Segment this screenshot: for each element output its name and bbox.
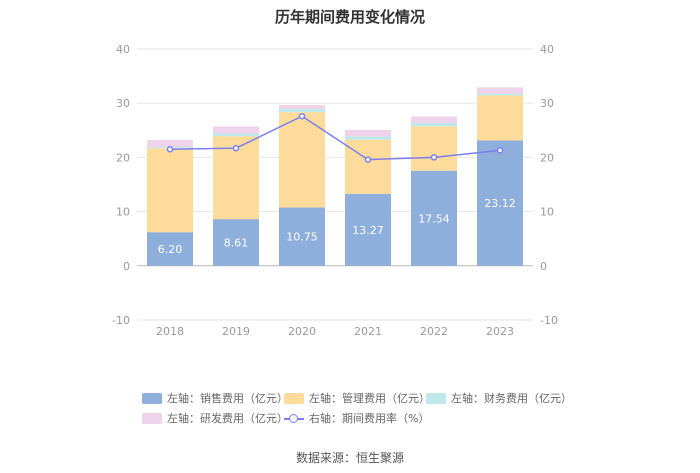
y-left-tick-label: 30 xyxy=(116,97,130,110)
bar-segment-2 xyxy=(477,93,523,96)
bar-segment-0 xyxy=(477,140,523,266)
x-tick-label: 2019 xyxy=(222,325,250,338)
bar-data-label: 23.12 xyxy=(484,197,516,210)
bar-segment-0 xyxy=(279,207,325,266)
legend-item-rnd[interactable]: 左轴：研发费用（亿元） xyxy=(142,410,288,426)
legend-label-finance: 左轴：财务费用（亿元） xyxy=(451,392,572,405)
bar-segment-2 xyxy=(213,133,259,137)
y-right-tick-label: 10 xyxy=(540,206,554,219)
bar-segment-1 xyxy=(411,126,457,171)
y-right-tick-label: 20 xyxy=(540,151,554,164)
bar-segment-3 xyxy=(279,105,325,109)
bar-segment-3 xyxy=(213,126,259,134)
legend-swatch-rnd xyxy=(142,412,162,424)
legend-swatch-admin xyxy=(284,392,304,404)
bar-segment-3 xyxy=(477,87,523,94)
bar-segment-2 xyxy=(411,123,457,127)
expense-ratio-point xyxy=(430,154,438,161)
data-source: 数据来源：恒生聚源 xyxy=(295,451,404,465)
y-right-tick-label: 0 xyxy=(540,260,547,273)
bar-segment-0 xyxy=(345,193,391,266)
expense-ratio-point xyxy=(364,156,372,163)
bar-data-label: 13.27 xyxy=(352,224,384,237)
legend-item-admin[interactable]: 左轴：管理费用（亿元） xyxy=(284,390,430,406)
legend-label-rnd: 左轴：研发费用（亿元） xyxy=(167,412,288,425)
y-left-tick-label: 0 xyxy=(123,260,130,273)
expense-ratio-point xyxy=(298,112,306,120)
x-tick-label: 2023 xyxy=(486,325,514,338)
x-tick-label: 2021 xyxy=(354,325,382,338)
x-tick-label: 2018 xyxy=(156,325,184,338)
legend-label-sales: 左轴：销售费用（亿元） xyxy=(167,392,288,405)
y-left-tick-label: -10 xyxy=(112,314,130,327)
bar-data-label: 8.61 xyxy=(224,236,249,249)
bar-data-label: 6.20 xyxy=(158,243,183,256)
bar-segment-1 xyxy=(279,112,325,208)
legend-item-expense-ratio[interactable]: 右轴：期间费用率（%） xyxy=(284,410,429,426)
y-right-tick-label: 40 xyxy=(540,43,554,56)
y-right-tick-label: 30 xyxy=(540,97,554,110)
y-left-tick-label: 20 xyxy=(116,151,130,164)
expense-ratio-line xyxy=(169,115,501,161)
legend-swatch-sales xyxy=(142,392,162,404)
expense-ratio-point xyxy=(166,146,174,153)
legend-label-expense-ratio: 右轴：期间费用率（%） xyxy=(309,412,430,425)
bar-segment-0 xyxy=(213,219,259,266)
legend-swatch-finance xyxy=(426,392,446,404)
bar-segment-2 xyxy=(279,108,325,113)
bar-segment-0 xyxy=(411,170,457,266)
expense-ratio-point xyxy=(496,147,504,154)
bar-segment-3 xyxy=(345,129,391,137)
y-left-tick-label: 40 xyxy=(116,43,130,56)
legend-item-finance[interactable]: 左轴：财务费用（亿元） xyxy=(426,390,572,406)
x-tick-label: 2020 xyxy=(288,325,316,338)
bar-segment-1 xyxy=(147,148,193,233)
bar-data-label: 10.75 xyxy=(286,231,318,244)
y-left-tick-label: 10 xyxy=(116,206,130,219)
bar-segment-1 xyxy=(477,95,523,141)
y-right-tick-label: -10 xyxy=(540,314,558,327)
legend-line-marker-icon xyxy=(284,413,304,424)
bar-segment-3 xyxy=(147,140,193,148)
bar-segment-1 xyxy=(345,139,391,194)
legend-item-sales[interactable]: 左轴：销售费用（亿元） xyxy=(142,390,288,406)
expense-ratio-point xyxy=(232,144,240,152)
chart-title: 历年期间费用变化情况 xyxy=(274,8,425,26)
x-tick-label: 2022 xyxy=(420,325,448,338)
bar-segment-2 xyxy=(345,136,391,140)
legend-label-admin: 左轴：管理费用（亿元） xyxy=(309,392,430,405)
bar-segment-0 xyxy=(147,232,193,266)
bar-segment-3 xyxy=(411,116,457,124)
bar-data-label: 17.54 xyxy=(418,212,450,225)
